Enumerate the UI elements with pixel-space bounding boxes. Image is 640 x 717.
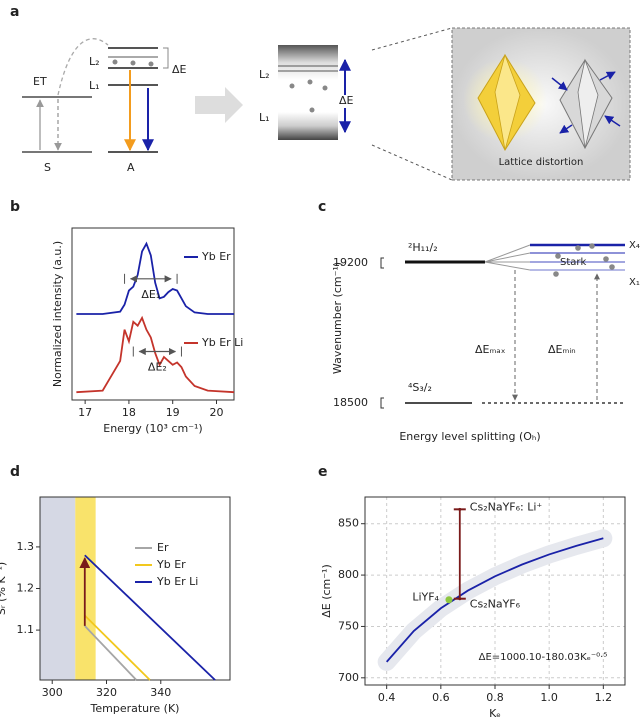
axis-label: Energy level splitting (Oₕ)	[399, 430, 540, 443]
label: ΔEₘᵢₙ	[548, 343, 576, 356]
y-tick-label: 800	[338, 568, 359, 581]
label: A	[127, 161, 135, 174]
legend-label: Yb Er	[201, 250, 231, 263]
legend-label: Yb Er	[156, 558, 186, 571]
panel-label: b	[10, 199, 20, 215]
label: ²H₁₁/₂	[408, 241, 438, 254]
series-line	[76, 315, 235, 394]
panel-label: e	[318, 464, 328, 480]
annotation: ΔE₁	[141, 288, 160, 301]
point-label: LiYF₄	[412, 591, 439, 604]
series-line	[76, 241, 234, 315]
label: S	[44, 161, 51, 174]
label: L₂	[259, 68, 270, 81]
x-tick-label: 300	[42, 686, 63, 699]
x-tick-label: 19	[166, 406, 180, 419]
x-tick-label: 17	[78, 406, 92, 419]
chart-1: 300 320 340 1.1 1.2 1.3 Temperature (K) Sᵣ (% K…	[0, 496, 231, 715]
label: ET	[33, 75, 47, 88]
label: L₂	[89, 55, 100, 68]
plot-frame	[364, 496, 626, 686]
x-axis-label: Temperature (K)	[90, 702, 180, 715]
label: X₁	[629, 277, 640, 288]
chart-2: 0.4 0.6 0.8 1.0 1.2 700 750 800 850 Kₑ ΔE (cm⁻¹) Li…	[320, 496, 626, 717]
legend-label: Yb Er Li	[201, 336, 243, 349]
y-tick-label: 1.3	[17, 540, 35, 553]
x-tick-label: 0.8	[486, 691, 504, 704]
x-tick-label: 1.2	[595, 691, 613, 704]
panel-a: ET S A L₂ L₁ ΔE L₂ L₁ ΔE Lattice distort…	[22, 27, 631, 181]
label: X₄	[629, 240, 640, 251]
y-tick-label: 750	[338, 619, 359, 632]
y-tick-label: 18500	[333, 396, 368, 409]
label: ⁴S₃/₂	[408, 381, 432, 394]
series-line	[84, 554, 216, 681]
series-line	[385, 537, 604, 663]
y-tick-label: 700	[338, 671, 359, 684]
panel-label: a	[10, 4, 19, 20]
point	[445, 596, 453, 604]
caption: Lattice distortion	[499, 157, 584, 168]
series-line	[84, 614, 151, 681]
legend-label: Er	[157, 541, 169, 554]
point-label: Cs₂NaYF₆: Li⁺	[470, 500, 543, 513]
label: ΔEₘₐₓ	[475, 343, 506, 356]
label: L₁	[89, 79, 100, 92]
label: ΔE	[172, 63, 187, 76]
y-tick-label: 1.2	[17, 582, 35, 595]
band	[40, 497, 76, 680]
x-tick-label: 20	[209, 406, 223, 419]
legend-label: Yb Er Li	[156, 575, 198, 588]
annotation: ΔE₂	[148, 361, 167, 374]
x-tick-label: 320	[96, 686, 117, 699]
x-tick-label: 0.4	[378, 691, 396, 704]
label: Stark	[560, 257, 587, 268]
x-tick-label: 340	[150, 686, 171, 699]
axis-label: Wavenumber (cm⁻¹)	[331, 262, 344, 374]
point	[458, 507, 462, 511]
x-tick-label: 18	[122, 406, 136, 419]
x-tick-label: 0.6	[432, 691, 450, 704]
point	[458, 597, 462, 601]
x-tick-label: 1.0	[540, 691, 558, 704]
tick-bracket	[380, 397, 384, 409]
chart-0: 17 18 19 20 Energy (10³ cm⁻¹) Normalized inte…	[51, 227, 243, 435]
y-tick-label: 850	[338, 517, 359, 530]
x-axis-label: Energy (10³ cm⁻¹)	[103, 422, 202, 435]
series-line	[84, 625, 138, 681]
y-tick-label: 19200	[333, 256, 368, 269]
y-axis-label: Normalized intensity (a.u.)	[51, 241, 64, 387]
label: ΔE	[339, 94, 354, 107]
y-tick-label: 1.1	[17, 623, 35, 636]
tick-bracket	[380, 257, 384, 269]
plot-frame	[39, 496, 231, 681]
formula: ΔE=1000.10-180.03Kₑ⁻⁰·⁵	[479, 652, 608, 663]
panel-label: d	[10, 464, 20, 480]
x-axis-label: Kₑ	[489, 707, 501, 717]
y-axis-label: Sᵣ (% K⁻¹)	[0, 562, 8, 615]
y-axis-label: ΔE (cm⁻¹)	[320, 564, 333, 618]
panel-label: c	[318, 199, 326, 215]
label: L₁	[259, 111, 270, 124]
panel-c: Wavenumber (cm⁻¹) ²H₁₁/₂ ⁴S₃/₂ X₄ X₁ Sta…	[331, 240, 640, 443]
point-label: Cs₂NaYF₆	[470, 598, 521, 611]
